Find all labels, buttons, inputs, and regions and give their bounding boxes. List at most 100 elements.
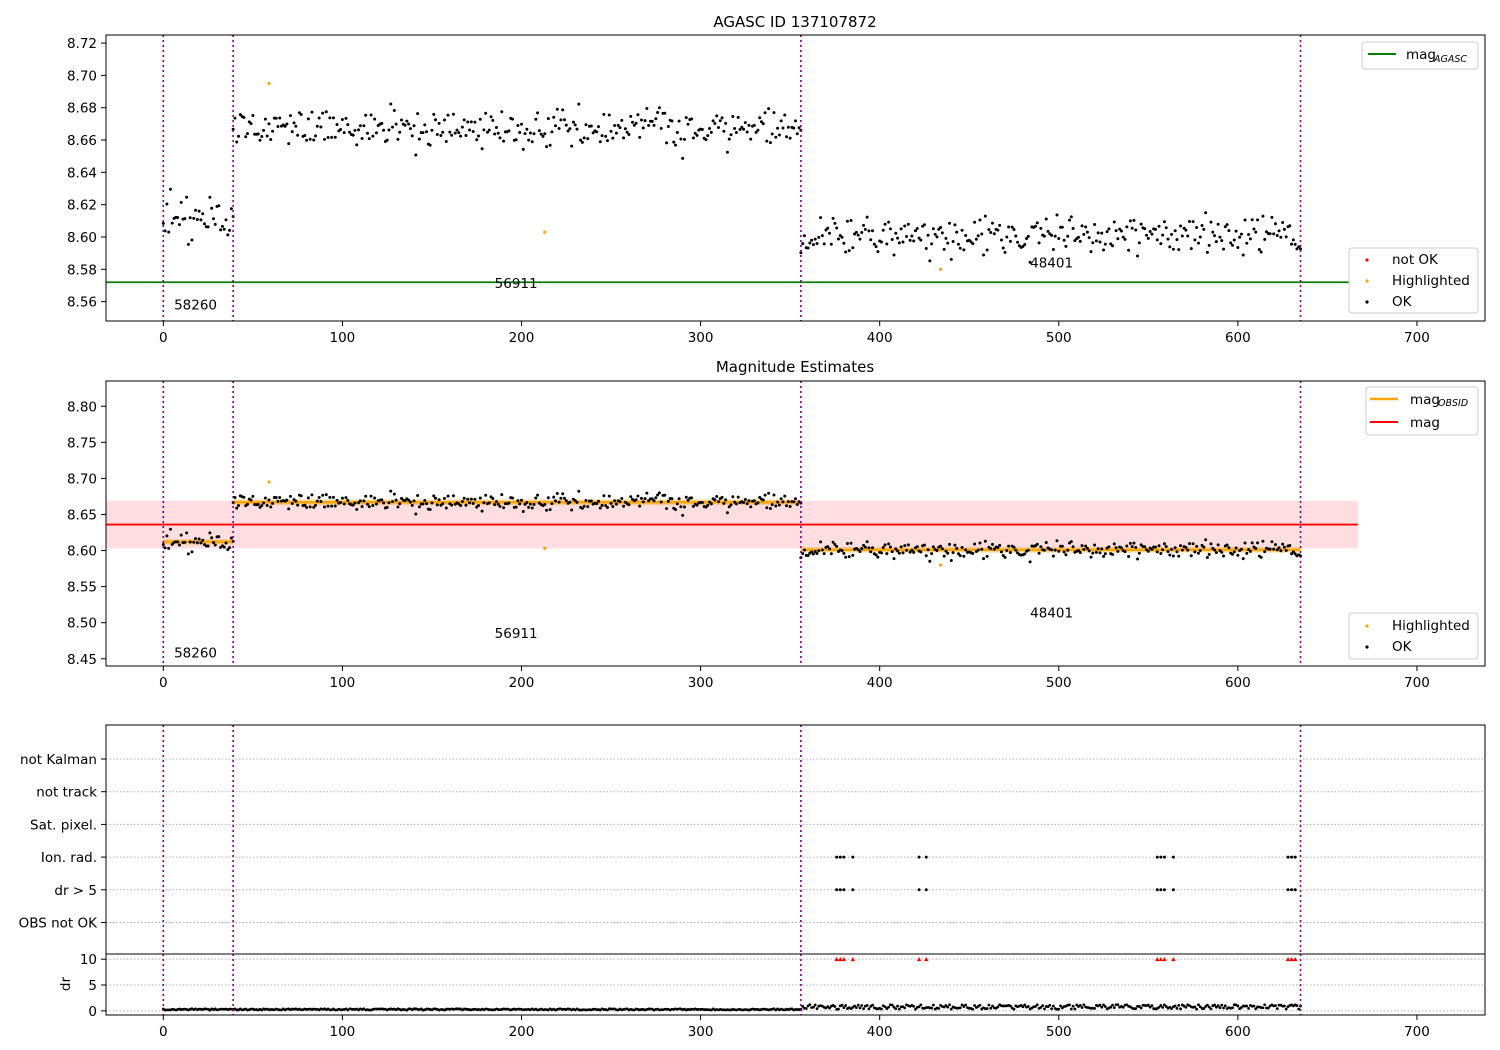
ok-point — [820, 548, 824, 552]
estimates-legend-highlighted: Highlighted — [1392, 618, 1470, 634]
ok-point — [656, 493, 660, 497]
ok-point — [199, 541, 203, 545]
estimates-title: Magnitude Estimates — [716, 358, 874, 376]
flag-row-label: dr > 5 — [54, 883, 97, 899]
ok-point — [949, 257, 953, 261]
dr-point — [801, 1004, 805, 1008]
ok-point — [1270, 215, 1274, 219]
ok-point — [992, 547, 996, 551]
ok-point — [199, 218, 203, 222]
ok-point — [387, 128, 391, 132]
y-tick-label: 8.75 — [67, 435, 97, 451]
ok-point — [197, 209, 201, 213]
ok-point — [1057, 237, 1061, 241]
ok-point — [711, 119, 715, 123]
x-tick-label: 300 — [688, 675, 714, 691]
estimates-legend-lower: Highlighted OK — [1348, 612, 1479, 660]
ok-point — [493, 132, 497, 136]
ok-point — [1064, 553, 1068, 557]
ok-point — [201, 538, 205, 542]
ok-point — [1207, 243, 1211, 247]
ok-point — [1254, 546, 1258, 550]
dr-point — [1026, 1005, 1030, 1008]
dr-point — [853, 1004, 856, 1008]
estimates-legend-ok: OK — [1392, 639, 1413, 655]
ok-point — [1071, 545, 1075, 549]
ok-point — [1186, 234, 1190, 238]
ok-point — [1245, 241, 1249, 245]
ok-point — [398, 130, 402, 134]
ok-point — [863, 545, 867, 549]
ok-point — [571, 120, 575, 124]
ok-point — [195, 217, 199, 221]
ok-point — [186, 242, 190, 246]
ok-point — [913, 229, 917, 233]
dr-point — [887, 1005, 891, 1009]
ok-point — [944, 549, 948, 553]
ok-point — [622, 504, 626, 508]
dr-point — [1231, 1006, 1234, 1010]
ok-point — [1214, 551, 1218, 555]
ok-point — [1282, 545, 1286, 549]
y-tick-label: 8.50 — [67, 616, 97, 632]
ok-point — [1078, 550, 1082, 554]
ok-point — [1175, 238, 1179, 242]
ok-point — [435, 503, 439, 507]
ok-point — [1198, 549, 1202, 553]
dr-point — [880, 1007, 883, 1011]
ok-point — [754, 130, 758, 134]
ok-point — [675, 131, 679, 135]
agasc-legend-sub: AGASC — [1433, 54, 1467, 65]
ok-point — [1232, 550, 1236, 554]
ok-point — [632, 123, 636, 127]
x-tick-label: 500 — [1046, 1024, 1072, 1040]
ok-point — [725, 511, 729, 515]
ok-point — [645, 491, 649, 495]
ok-point — [1207, 552, 1211, 556]
ok-point — [656, 110, 660, 114]
ok-point — [670, 119, 674, 123]
ok-point — [645, 106, 649, 110]
flag-point — [1171, 855, 1175, 859]
ok-point — [480, 509, 484, 513]
y-tick-label: 8.56 — [67, 295, 97, 311]
ok-point — [815, 242, 819, 246]
ok-point — [1216, 543, 1220, 547]
ok-point — [263, 117, 267, 121]
ok-point — [842, 551, 846, 555]
ok-point — [910, 548, 914, 552]
ok-point — [224, 541, 228, 545]
ok-point — [265, 503, 269, 507]
agasc-legend-lower: not OK Highlighted OK — [1348, 247, 1479, 314]
ok-point — [1008, 550, 1012, 554]
ok-point — [450, 133, 454, 137]
ok-point — [1042, 234, 1046, 238]
ok-point — [1003, 250, 1007, 254]
ok-point — [973, 220, 977, 224]
ok-point — [815, 551, 819, 555]
ok-point — [1247, 547, 1251, 551]
ok-point — [1139, 222, 1143, 226]
ok-point — [763, 493, 767, 497]
x-tick-label: 600 — [1225, 1024, 1251, 1040]
dr-point — [903, 1006, 907, 1010]
ok-point — [638, 504, 642, 508]
ok-point — [1161, 233, 1165, 237]
ok-point — [639, 118, 643, 122]
ok-point — [1007, 544, 1011, 548]
ok-point — [271, 501, 275, 505]
ok-point — [840, 549, 844, 553]
dr-point — [1073, 1007, 1077, 1011]
y-tick-label: 0 — [88, 1004, 97, 1020]
ok-point — [333, 135, 337, 139]
ok-point — [1279, 235, 1283, 239]
ok-point — [179, 533, 183, 537]
dr-point — [946, 1005, 950, 1009]
ok-point — [768, 141, 772, 145]
ok-point — [564, 123, 568, 127]
dr-point — [948, 1003, 951, 1007]
ok-point — [480, 147, 484, 151]
ok-point — [416, 493, 420, 497]
ok-point — [826, 226, 830, 230]
ok-point — [203, 222, 206, 226]
